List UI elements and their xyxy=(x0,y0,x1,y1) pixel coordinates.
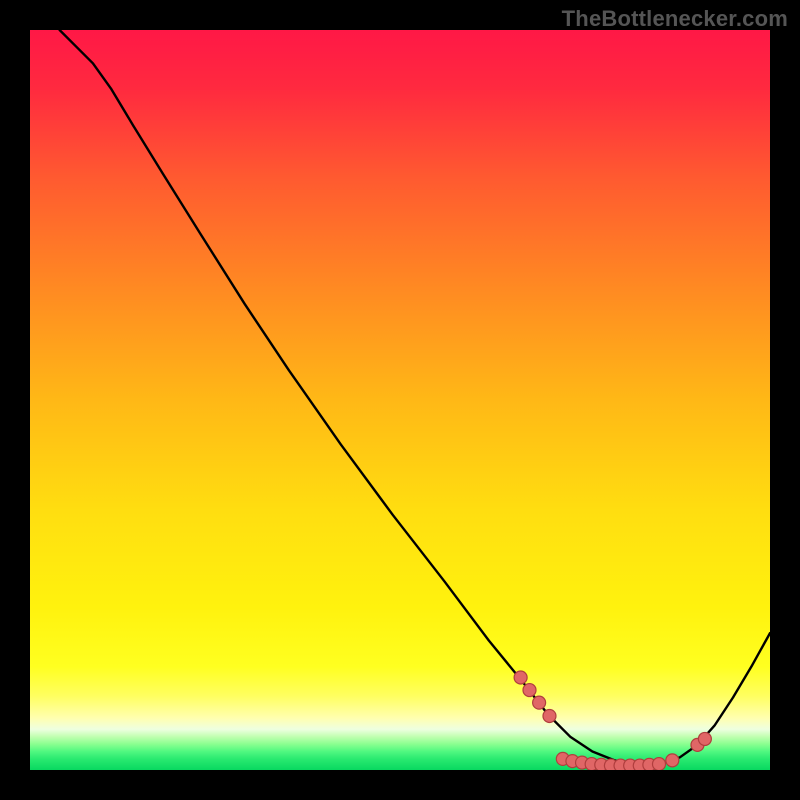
curve-marker xyxy=(698,732,711,745)
curve-marker xyxy=(523,684,536,697)
curve-marker xyxy=(514,671,527,684)
curve-marker xyxy=(653,758,666,770)
bottleneck-curve xyxy=(60,30,770,765)
watermark-text: TheBottlenecker.com xyxy=(562,6,788,32)
curve-marker xyxy=(533,696,546,709)
curve-marker xyxy=(666,754,679,767)
chart-overlay xyxy=(30,30,770,770)
curve-marker xyxy=(543,709,556,722)
